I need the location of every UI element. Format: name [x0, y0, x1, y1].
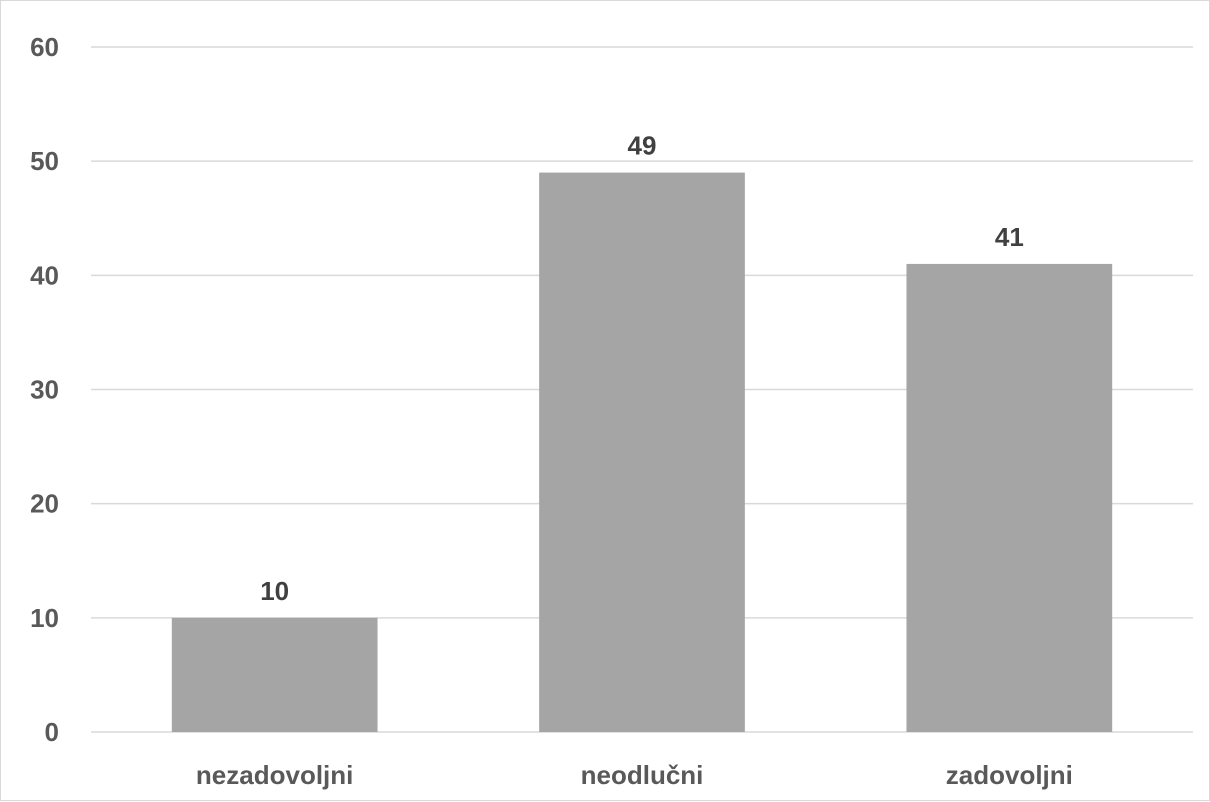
bars — [171, 172, 1113, 733]
y-tick-label: 40 — [30, 260, 59, 290]
x-category-label: neodlučni — [581, 760, 704, 790]
y-tick-label: 50 — [30, 146, 59, 176]
y-tick-label: 0 — [45, 717, 59, 747]
y-tick-label: 20 — [30, 489, 59, 519]
bar-neodlučni — [539, 172, 745, 733]
y-tick-label: 10 — [30, 603, 59, 633]
bar-nezadovoljni — [171, 617, 378, 732]
y-axis-tick-labels: 0 10 20 30 40 50 60 — [30, 32, 59, 747]
x-category-label: nezadovoljni — [196, 760, 353, 790]
x-category-label: zadovoljni — [946, 760, 1073, 790]
y-tick-label: 30 — [30, 375, 59, 405]
y-tick-label: 60 — [30, 32, 59, 62]
data-label: 41 — [995, 222, 1024, 252]
data-label: 10 — [260, 576, 289, 606]
bar-zadovoljni — [906, 263, 1113, 732]
x-axis-category-labels: nezadovoljni neodlučni zadovoljni — [196, 760, 1073, 790]
data-labels: 10 49 41 — [260, 131, 1024, 606]
data-label: 49 — [628, 131, 657, 161]
